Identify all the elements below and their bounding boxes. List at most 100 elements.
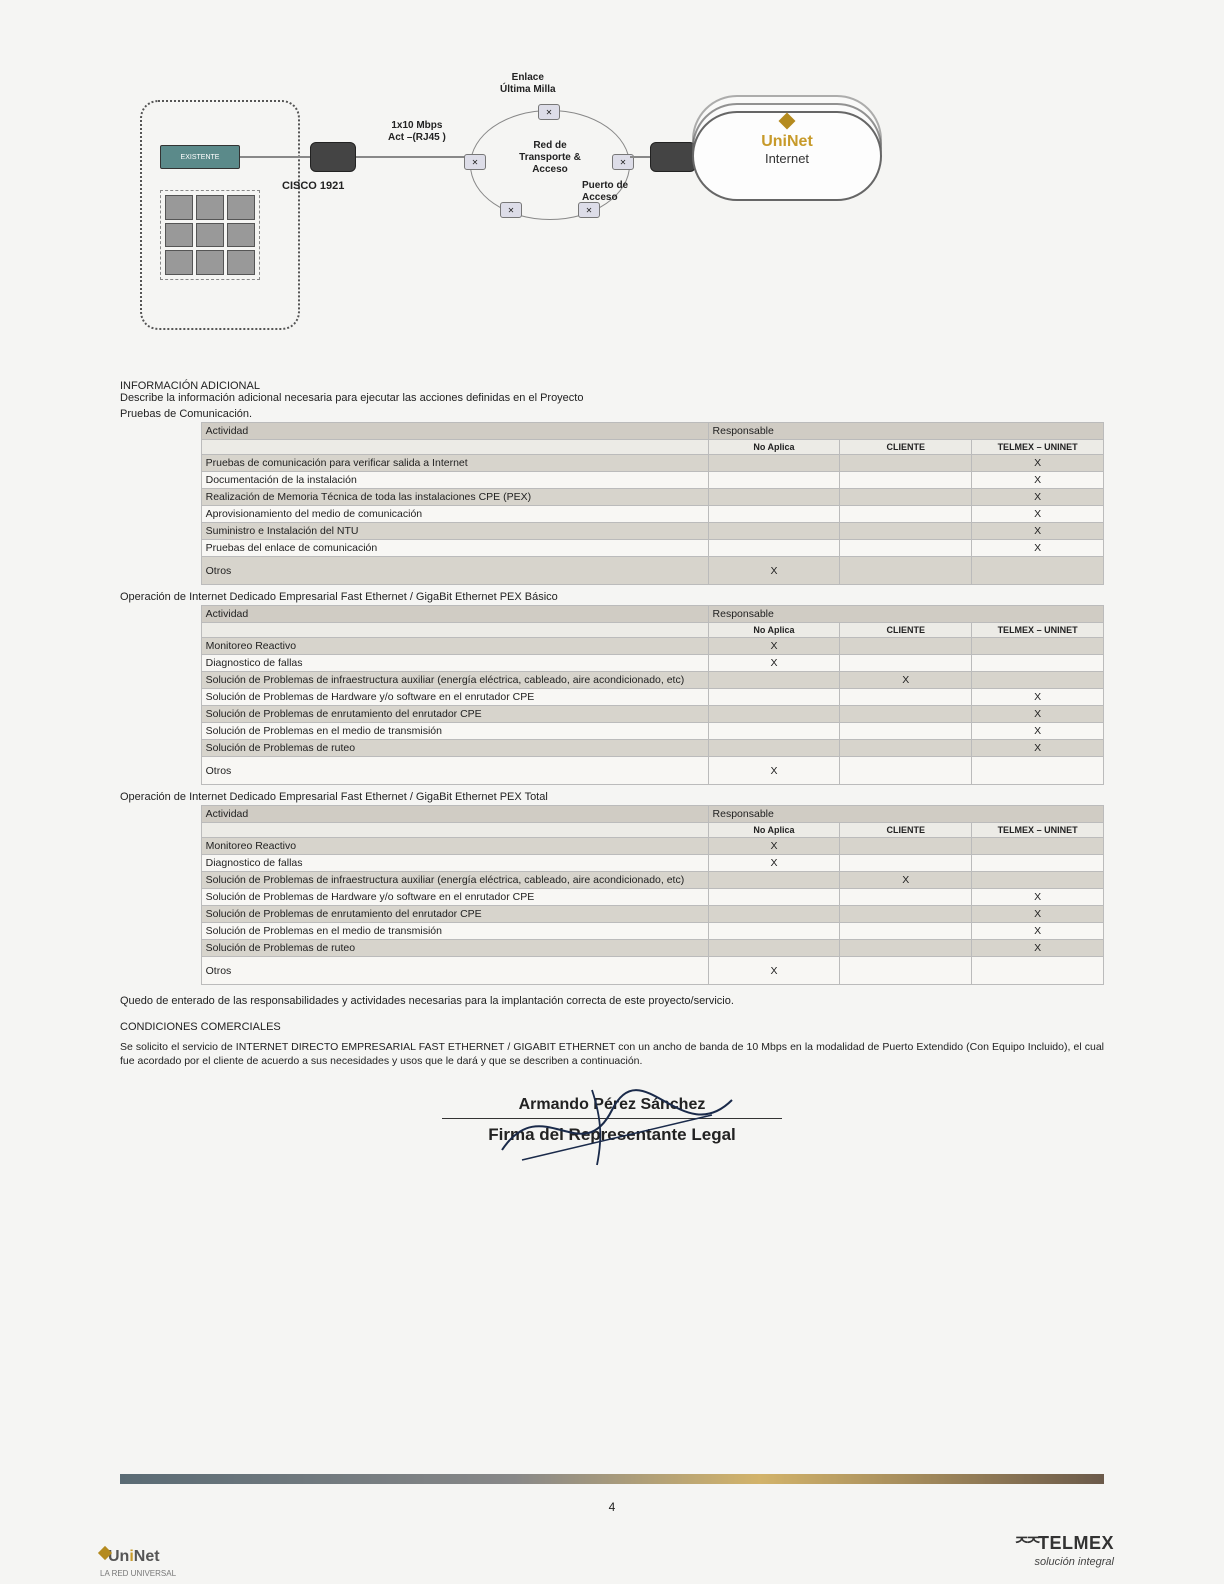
mark-cell [972, 757, 1104, 785]
mark-cell: X [972, 940, 1104, 957]
mark-cell: X [708, 655, 840, 672]
table-total: Actividad Responsable No Aplica CLIENTE … [120, 805, 1104, 985]
mark-cell: X [708, 838, 840, 855]
mark-cell: X [708, 557, 840, 585]
mark-cell [840, 957, 972, 985]
activity-cell: Realización de Memoria Técnica de toda l… [201, 489, 708, 506]
mark-cell [840, 906, 972, 923]
activity-cell: Solución de Problemas de infraestructura… [201, 672, 708, 689]
hdr-actividad: Actividad [201, 423, 708, 440]
mark-cell: X [972, 523, 1104, 540]
activity-cell: Pruebas de comunicación para verificar s… [201, 455, 708, 472]
info-subtitle: Pruebas de Comunicación. [120, 408, 1104, 420]
footer-telmex-logo: ᄌᄌTELMEX [1015, 1530, 1114, 1554]
mark-cell [708, 540, 840, 557]
footer-uninet-sub: LA RED UNIVERSAL [100, 1569, 176, 1578]
table-row: Documentación de la instalaciónX [120, 472, 1104, 489]
table-row: Monitoreo ReactivoX [120, 638, 1104, 655]
mark-cell [840, 855, 972, 872]
mark-cell [840, 689, 972, 706]
table-row: Diagnostico de fallasX [120, 655, 1104, 672]
mark-cell [840, 723, 972, 740]
mark-cell [840, 838, 972, 855]
mark-cell [972, 638, 1104, 655]
hdr-cliente: CLIENTE [840, 440, 972, 455]
mark-cell [708, 706, 840, 723]
activity-cell: Solución de Problemas de enrutamiento de… [201, 906, 708, 923]
section2-title: Operación de Internet Dedicado Empresari… [120, 591, 1104, 603]
mark-cell [972, 672, 1104, 689]
server-rack [160, 190, 260, 280]
section3-title: Operación de Internet Dedicado Empresari… [120, 791, 1104, 803]
table-row: Solución de Problemas de ruteo X [120, 940, 1104, 957]
signature-name: Armando Pérez Sánchez [120, 1096, 1104, 1114]
mark-cell: X [972, 489, 1104, 506]
activity-cell: Monitoreo Reactivo [201, 638, 708, 655]
table-row: Pruebas del enlace de comunicaciónX [120, 540, 1104, 557]
table-pruebas: Actividad Responsable No Aplica CLIENTE … [120, 422, 1104, 585]
table-row: Solución de Problemas de enrutamiento de… [120, 706, 1104, 723]
mark-cell [840, 472, 972, 489]
mark-cell [708, 472, 840, 489]
hdr-na: No Aplica [708, 440, 840, 455]
activity-cell: Solución de Problemas de ruteo [201, 740, 708, 757]
mark-cell: X [840, 872, 972, 889]
responsibility-note: Quedo de enterado de las responsabilidad… [120, 995, 1104, 1007]
cloud-text: UniNet Internet [692, 133, 882, 166]
mark-cell: X [972, 689, 1104, 706]
mark-cell [840, 923, 972, 940]
switch-existente: EXISTENTE [160, 145, 240, 169]
activity-cell: Solución de Problemas de infraestructura… [201, 872, 708, 889]
table-row: Suministro e Instalación del NTUX [120, 523, 1104, 540]
activity-cell: Solución de Problemas en el medio de tra… [201, 923, 708, 940]
signature-role: Firma del Representante Legal [120, 1125, 1104, 1145]
activity-cell: Solución de Problemas de enrutamiento de… [201, 706, 708, 723]
mark-cell: X [972, 923, 1104, 940]
table-row: Diagnostico de fallasX [120, 855, 1104, 872]
mark-cell [708, 923, 840, 940]
mark-cell [708, 506, 840, 523]
table-row: Solución de Problemas de enrutamiento de… [120, 906, 1104, 923]
mark-cell [708, 689, 840, 706]
table-row: Pruebas de comunicación para verificar s… [120, 455, 1104, 472]
mark-cell: X [972, 506, 1104, 523]
mark-cell [840, 638, 972, 655]
info-desc: Describe la información adicional necesa… [120, 392, 1104, 404]
mark-cell [840, 557, 972, 585]
activity-cell: Otros [201, 757, 708, 785]
enlace-label: Enlace Última Milla [500, 72, 556, 96]
table-row: Solución de Problemas de Hardware y/o so… [120, 889, 1104, 906]
table-row: Realización de Memoria Técnica de toda l… [120, 489, 1104, 506]
cond-body: Se solicito el servicio de INTERNET DIRE… [120, 1041, 1104, 1068]
activity-cell: Otros [201, 957, 708, 985]
footer-uninet-logo: UniNet [100, 1548, 160, 1566]
table-row: Solución de Problemas de infraestructura… [120, 672, 1104, 689]
mark-cell [708, 940, 840, 957]
table-basico: Actividad Responsable No Aplica CLIENTE … [120, 605, 1104, 785]
footer-gradient [120, 1474, 1104, 1484]
switch-label: EXISTENTE [181, 154, 220, 161]
link-lan [240, 156, 310, 158]
activity-cell: Solución de Problemas de ruteo [201, 940, 708, 957]
transport-title: Red de Transporte & Acceso [505, 140, 595, 176]
mark-cell [972, 872, 1104, 889]
mark-cell [840, 706, 972, 723]
table-row: Aprovisionamiento del medio de comunicac… [120, 506, 1104, 523]
cisco-router [310, 142, 356, 172]
hdr-telmex: TELMEX – UNINET [972, 440, 1104, 455]
mark-cell: X [972, 740, 1104, 757]
mark-cell [840, 940, 972, 957]
table-row: Solución de Problemas en el medio de tra… [120, 723, 1104, 740]
mark-cell: X [972, 706, 1104, 723]
activity-cell: Aprovisionamiento del medio de comunicac… [201, 506, 708, 523]
activity-cell: Monitoreo Reactivo [201, 838, 708, 855]
activity-cell: Solución de Problemas de Hardware y/o so… [201, 689, 708, 706]
signature-block: Armando Pérez Sánchez Firma del Represen… [120, 1096, 1104, 1186]
mark-cell [972, 957, 1104, 985]
mark-cell [972, 655, 1104, 672]
page-number: 4 [609, 1500, 616, 1514]
mark-cell [708, 906, 840, 923]
activity-cell: Diagnostico de fallas [201, 855, 708, 872]
table-row: OtrosX [120, 557, 1104, 585]
mark-cell [708, 672, 840, 689]
